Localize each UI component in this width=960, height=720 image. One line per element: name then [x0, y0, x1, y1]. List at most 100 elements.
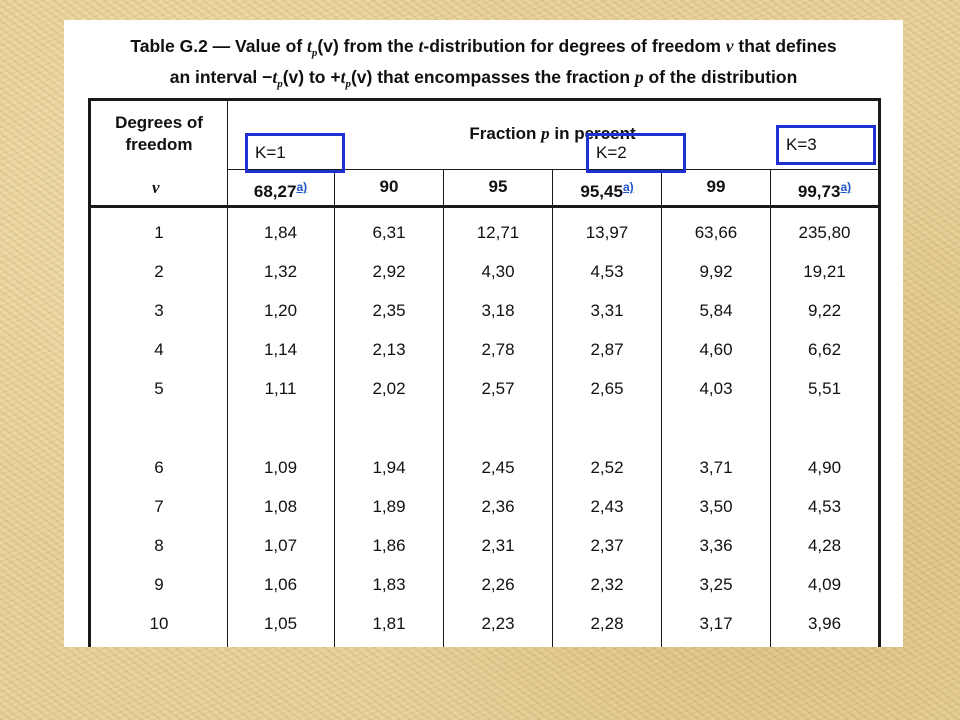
- value-cell: 2,35: [372, 301, 406, 320]
- table-row: 7 1,08 1,89 2,36 2,43 3,50 4,53: [64, 494, 903, 520]
- dof-header-line: Degrees of: [115, 113, 203, 132]
- dof-cell: 2: [154, 262, 164, 281]
- table-row: 5 1,11 2,02 2,57 2,65 4,03 5,51: [64, 376, 903, 402]
- dof-header: Degrees of freedom: [91, 112, 227, 156]
- table-row: 10 1,05 1,81 2,23 2,28 3,17 3,96: [64, 611, 903, 637]
- value-cell: 4,30: [481, 262, 515, 281]
- value-cell: 3,96: [807, 614, 842, 633]
- value-cell: 4,60: [699, 340, 733, 359]
- value-cell: 63,66: [694, 223, 738, 242]
- value-cell: 2,32: [590, 575, 624, 594]
- footnote-link[interactable]: a): [622, 180, 634, 194]
- title-text: (v): [350, 67, 373, 87]
- value-cell: 1,14: [263, 340, 298, 359]
- column-divider: [552, 170, 553, 647]
- table-frame: [88, 98, 881, 647]
- value-cell: 2,02: [372, 379, 406, 398]
- annotation-k3: K=3: [776, 125, 876, 165]
- value-cell: 1,94: [372, 458, 406, 477]
- column-divider: [443, 170, 444, 647]
- title-text: p: [345, 78, 351, 90]
- dof-cell: 9: [154, 575, 164, 594]
- annotation-k1: K=1: [245, 133, 345, 173]
- value-cell: 3,25: [699, 575, 733, 594]
- value-cell: 4,03: [699, 379, 733, 398]
- value-cell: 2,57: [481, 379, 515, 398]
- value-cell: 5,51: [807, 379, 842, 398]
- value-cell: 2,28: [590, 614, 624, 633]
- column-header: 95: [444, 170, 552, 204]
- value-cell: 1,81: [372, 614, 406, 633]
- title-text: that defines: [733, 36, 837, 56]
- value-cell: 3,71: [699, 458, 733, 477]
- value-cell: 3,18: [481, 301, 515, 320]
- title-text: t: [307, 36, 312, 56]
- column-header-value: 95,45: [580, 182, 623, 201]
- column-header-value: 99: [706, 177, 726, 196]
- value-cell: 2,92: [372, 262, 406, 281]
- column-header-value: 68,27: [253, 182, 297, 201]
- column-header: 68,27a): [227, 170, 334, 204]
- column-header: 99,73a): [771, 170, 878, 204]
- column-divider: [770, 170, 771, 647]
- value-cell: 9,92: [699, 262, 733, 281]
- column-header-value: 90: [379, 177, 399, 196]
- value-cell: 2,52: [590, 458, 624, 477]
- annotation-k2: K=2: [586, 133, 686, 173]
- dof-cell: 6: [154, 458, 164, 477]
- column-header: 99: [662, 170, 770, 204]
- dof-cell: 4: [154, 340, 164, 359]
- title-text: of the distribution: [643, 67, 798, 87]
- column-divider: [334, 170, 335, 647]
- dof-cell: 5: [154, 379, 164, 398]
- value-cell: 1,09: [263, 458, 298, 477]
- value-cell: 2,65: [590, 379, 624, 398]
- title-line-1: Table G.2 — Value of tp(v) from the t-di…: [64, 34, 903, 65]
- title-text: t: [418, 36, 424, 56]
- column-header: 95,45a): [553, 170, 661, 204]
- table-title: Table G.2 — Value of tp(v) from the t-di…: [64, 34, 903, 96]
- table-row: 6 1,09 1,94 2,45 2,52 3,71 4,90: [64, 455, 903, 481]
- title-text: p: [634, 67, 644, 87]
- header-divider: [227, 169, 878, 170]
- value-cell: 2,36: [481, 497, 515, 516]
- title-text: (v): [317, 36, 339, 56]
- value-cell: 4,53: [590, 262, 624, 281]
- footnote-link[interactable]: a): [840, 180, 852, 194]
- title-text: (v) to +: [282, 67, 341, 87]
- table-image: Table G.2 — Value of tp(v) from the t-di…: [64, 20, 903, 647]
- value-cell: 19,21: [803, 262, 846, 281]
- header-bottom-rule: [91, 205, 878, 208]
- table-row: 8 1,07 1,86 2,31 2,37 3,36 4,28: [64, 533, 903, 559]
- value-cell: 235,80: [798, 223, 851, 242]
- footnote-link[interactable]: a): [296, 180, 308, 194]
- dof-cell: 8: [154, 536, 164, 555]
- value-cell: 12,71: [476, 223, 520, 242]
- title-text: that encompasses the fraction: [372, 67, 635, 87]
- value-cell: 3,36: [699, 536, 733, 555]
- value-cell: 1,11: [264, 379, 297, 398]
- value-cell: 3,17: [699, 614, 733, 633]
- value-cell: 2,37: [590, 536, 624, 555]
- value-cell: 1,08: [263, 497, 298, 516]
- column-divider: [661, 170, 662, 647]
- dof-cell: 7: [154, 497, 164, 516]
- title-text: from the: [338, 36, 419, 56]
- title-text: p: [277, 78, 283, 90]
- title-text: Table G.2 — Value of: [130, 36, 308, 56]
- column-header-value: 99,73: [797, 182, 841, 201]
- column-divider: [227, 101, 228, 647]
- title-text: t: [340, 67, 346, 87]
- fraction-header-text: p: [541, 124, 550, 143]
- title-text: p: [311, 47, 318, 59]
- title-text: an interval −: [169, 67, 273, 87]
- table-row: 3 1,20 2,35 3,18 3,31 5,84 9,22: [64, 298, 903, 324]
- title-text: v: [725, 36, 734, 56]
- value-cell: 2,31: [481, 536, 515, 555]
- value-cell: 4,53: [807, 497, 842, 516]
- column-header-value: 95: [488, 177, 508, 196]
- value-cell: 1,20: [263, 301, 298, 320]
- value-cell: 2,13: [372, 340, 406, 359]
- value-cell: 1,06: [263, 575, 298, 594]
- value-cell: 4,90: [807, 458, 842, 477]
